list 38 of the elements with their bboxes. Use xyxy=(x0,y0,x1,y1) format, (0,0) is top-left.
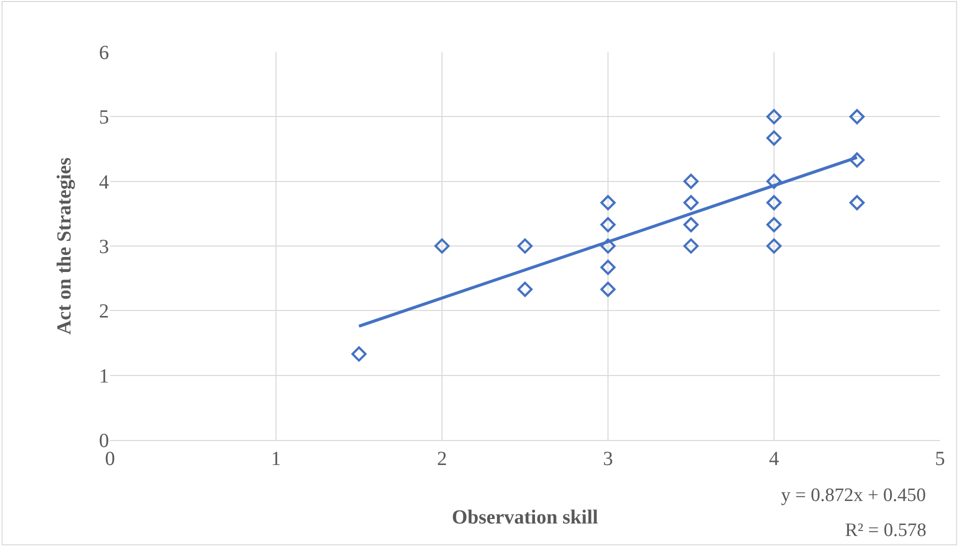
y-tick-label: 0 xyxy=(99,430,109,452)
point xyxy=(600,195,616,210)
point xyxy=(766,195,782,210)
point xyxy=(683,174,699,189)
point xyxy=(766,109,782,124)
x-tick-label: 4 xyxy=(769,448,779,470)
point xyxy=(600,282,616,297)
y-tick-label: 4 xyxy=(99,171,109,194)
x-tick-label: 1 xyxy=(271,448,281,470)
point xyxy=(683,238,699,254)
y-tick-label: 3 xyxy=(99,236,109,258)
point xyxy=(351,346,367,362)
point xyxy=(517,238,533,254)
y-axis-title: Act on the Strategies xyxy=(54,157,76,335)
point xyxy=(766,174,782,189)
point xyxy=(683,195,699,210)
x-tick-label: 2 xyxy=(437,448,447,470)
point xyxy=(683,217,699,232)
y-tick-label: 1 xyxy=(99,365,109,388)
point xyxy=(600,217,616,232)
point xyxy=(766,238,782,254)
point xyxy=(434,238,450,254)
point xyxy=(517,282,533,297)
y-tick-label: 6 xyxy=(99,42,109,64)
y-tick-label: 5 xyxy=(99,106,109,129)
point xyxy=(766,130,782,146)
point xyxy=(766,217,782,232)
text: R² = 0.578 xyxy=(845,520,926,541)
x-tick-label: 5 xyxy=(935,448,945,470)
text: y = 0.872x + 0.450 xyxy=(781,485,926,506)
point xyxy=(849,109,865,124)
point xyxy=(600,238,616,254)
point xyxy=(849,152,865,168)
point xyxy=(849,195,865,210)
x-tick-label: 3 xyxy=(603,448,613,470)
point xyxy=(600,260,616,275)
x-axis-title: Observation skill xyxy=(452,506,599,528)
y-tick-label: 2 xyxy=(99,300,109,323)
